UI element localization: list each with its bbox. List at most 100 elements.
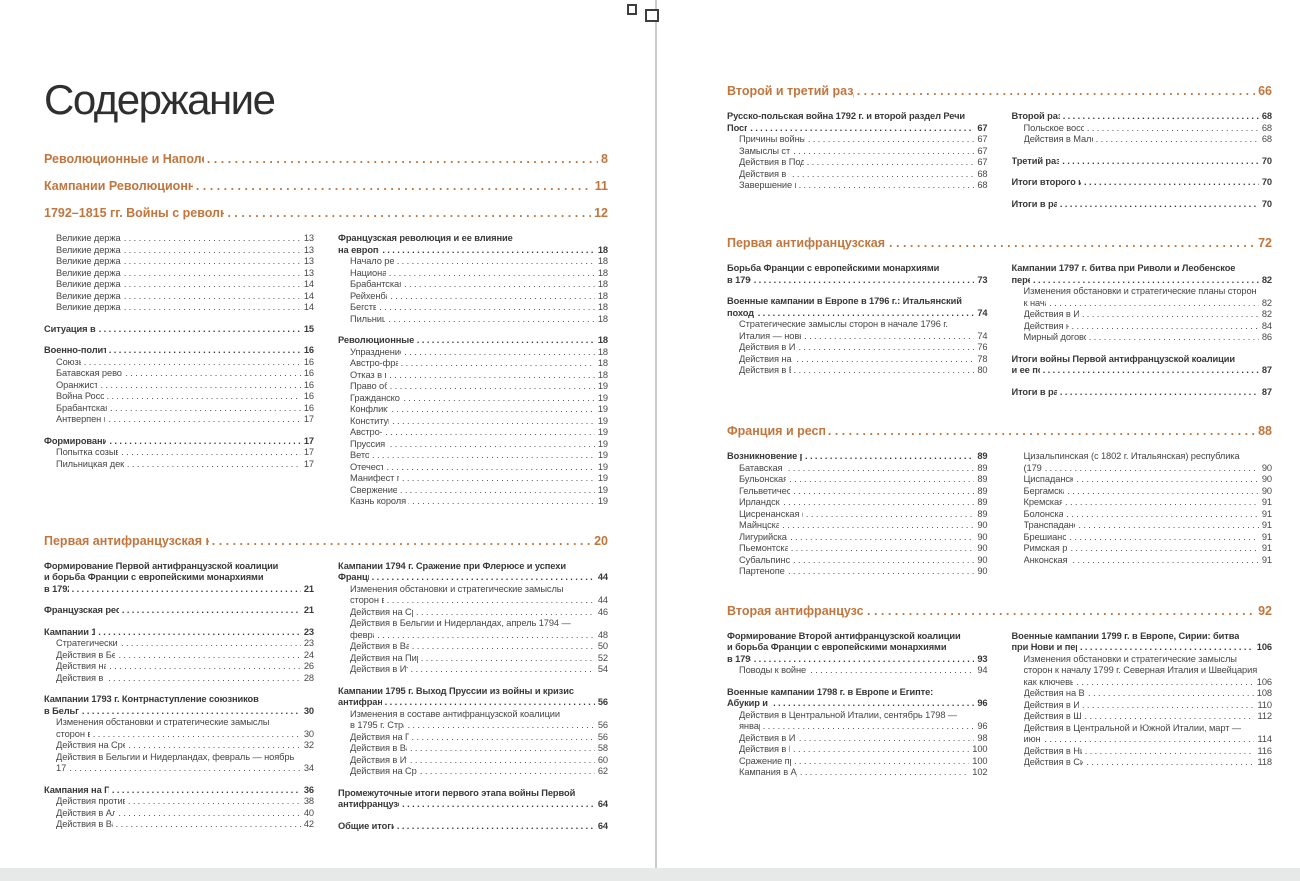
- toc-row: Римская республика (1798–1799) 91: [1024, 543, 1273, 555]
- dot-leader: [400, 393, 595, 405]
- toc-group-title: Французская революция и ее влияние на евр…: [338, 233, 608, 256]
- toc-row: Замыслы сторон и ход боевых действий 67: [739, 146, 988, 158]
- toc-group-title: Военные кампании 1798 г. в Европе и Егип…: [727, 687, 988, 710]
- toc-entry: Действия в Нидерландах, июль — ноябрь 17…: [1012, 746, 1273, 758]
- entry-text: в 1798–1802 гг.: [727, 653, 751, 664]
- entry-text: 1792–1815 гг. Войны с революционной и на…: [44, 206, 224, 220]
- toc-row: Действия на Верхнем Рейне, март — декабр…: [1024, 688, 1273, 700]
- toc-row: сторон в начале 1793 г. 30: [56, 729, 314, 741]
- page-number: 20: [594, 533, 608, 548]
- toc-group: Формирование антифранцузской коалиции 17 П…: [44, 436, 314, 471]
- dot-leader: [105, 673, 301, 685]
- entry-text: Цисренанская (Цисрейнская) республика (1…: [739, 508, 803, 519]
- toc-entry: Пильницкая декларация и австро-прусский …: [44, 459, 314, 471]
- toc-entry: Кампания в Адриатическом море в 1798–180…: [727, 767, 988, 779]
- toc-entry: Гельветическая республика (1798–1803) 89: [727, 486, 988, 498]
- page-number: 64: [597, 799, 608, 809]
- section-heading: Первая антифранцузская коалиция. Кампани…: [44, 534, 608, 549]
- toc-row: Майнцская республика (1793) 90: [739, 520, 988, 532]
- toc-columns: Великие державы, противостоящие друг дру…: [44, 233, 608, 508]
- entry-text: Болонская республика (1796): [1023, 508, 1064, 519]
- toc-entry: Действия в Бельгии и Нидерландах, феврал…: [44, 752, 314, 775]
- toc-group-title: Кампании 1793 г. Контрнаступление союзни…: [44, 694, 314, 717]
- page-number: 15: [303, 323, 314, 334]
- page-number: 14: [303, 279, 314, 289]
- toc-row: Действия в Египте, июль — август 1798 г.…: [739, 744, 988, 756]
- entry-text: Бергамская республика (1797): [1023, 485, 1065, 496]
- dot-leader: [121, 245, 301, 257]
- page-number: 19: [597, 415, 608, 426]
- dot-leader: [121, 233, 301, 245]
- toc-entry: Действия в Италии, январь — апрель 1797 …: [1012, 309, 1273, 321]
- toc-row: Формирование антифранцузской коалиции 17: [44, 436, 314, 448]
- dot-leader: [407, 755, 595, 767]
- dot-leader: [379, 245, 595, 257]
- page-number: 89: [977, 497, 988, 507]
- dot-leader: [399, 473, 595, 485]
- toc-row: Действия в Швейцарии, март — сентябрь 17…: [1024, 711, 1273, 723]
- entry-text: Действия на Рейне, июнь — октябрь 1796 г…: [739, 353, 793, 364]
- dot-leader: [790, 146, 974, 158]
- page-number: 89: [977, 462, 988, 473]
- entry-text: Действия в Италии, апрель — декабрь 1799…: [1023, 699, 1079, 710]
- page-number: 19: [597, 450, 608, 460]
- toc-row: Революционные события во Франции и реакц…: [338, 335, 608, 347]
- page-number: 67: [977, 145, 988, 156]
- entry-text: Брешианская республика (1797): [1023, 531, 1067, 542]
- toc-entry: Пруссия объявляет войну 19: [338, 439, 608, 451]
- toc-entry: Действия в Вандее, июнь — декабрь 1795 г…: [338, 743, 608, 755]
- toc-column: Русско-польская война 1792 г. и второй р…: [727, 111, 988, 210]
- page-number: 76: [977, 342, 988, 352]
- toc-group: Кампании 1794 г. Сражение при Флерюсе и …: [338, 561, 608, 676]
- page-number: 67: [977, 157, 988, 167]
- toc-row: Действия в Вандее, март — июль 1796 г. 80: [739, 365, 988, 377]
- toc-entry: Лигурийская республика (1797–1805) 90: [727, 532, 988, 544]
- toc-column: Второй раздел Речи Посполитой 68 Польское …: [1012, 111, 1273, 210]
- page-gutter-divider: [655, 0, 657, 868]
- entry-text: Абукир и борьба за Неаполь: [727, 698, 770, 708]
- page-number: 90: [977, 554, 988, 565]
- toc-group: Кампании 1797 г. битва при Риволи и Леоб…: [1012, 263, 1273, 344]
- toc-entry: Вето короля 19: [338, 450, 608, 462]
- entry-text: Действия против федералистов, июнь — дек…: [56, 796, 125, 806]
- dot-leader: [1042, 463, 1259, 475]
- toc-entry: Действия на Среднем Рейне, май — август …: [338, 607, 608, 619]
- toc-entry: Изменения обстановки и стратегические за…: [338, 584, 608, 607]
- toc-column: Великие державы, противостоящие друг дру…: [44, 233, 314, 508]
- dot-leader: [1064, 486, 1259, 498]
- toc-entry: Кремская республика (1797) 91: [1012, 497, 1273, 509]
- page-number: 44: [597, 572, 608, 582]
- toc-row: поход Бонапарта 74: [727, 308, 988, 320]
- toc-entry: Бергамская республика (1797) 90: [1012, 486, 1273, 498]
- entry-text: Пильницкая декларация и австро-прусский …: [56, 458, 124, 469]
- toc-row: Война России и Австрии с Турцией 16: [56, 391, 314, 403]
- right-page: Второй и третий разделы Речи Посполитой 6…: [657, 0, 1300, 881]
- entry-text: Борьба Франции с европейскими монархиями: [727, 263, 940, 273]
- toc-group-title: Борьба Франции с европейскими монархиями…: [727, 263, 988, 286]
- toc-row: Великие державы, противостоящие друг дру…: [56, 245, 314, 257]
- toc-row: Ирландская республика (1798) 89: [739, 497, 988, 509]
- section-heading: Франция и республики-сестры. 88: [727, 424, 1272, 439]
- page-number: 18: [597, 256, 608, 266]
- page-number: 70: [1261, 155, 1272, 166]
- entry-text: Бульонская республика (1794–1795): [739, 474, 787, 484]
- toc-row: Италия — новый ключевой театр военных де…: [739, 331, 988, 343]
- entry-text: Кампании 1795 г. Выход Пруссии из войны …: [338, 685, 574, 696]
- toc-entry: Бульонская республика (1794–1795) 89: [727, 474, 988, 486]
- toc-entry: Изменения обстановки и стратегические за…: [44, 717, 314, 740]
- dot-leader: [118, 638, 301, 650]
- toc-group-title: Третий раздел Речи Посполитой 70: [1012, 156, 1273, 168]
- toc-entry: Попытка созыва европейского конгресса в …: [44, 447, 314, 459]
- page-number: 19: [597, 473, 608, 483]
- toc-entry: Бегство в Варенн 18: [338, 302, 608, 314]
- toc-group: Великие державы, противостоящие друг дру…: [44, 233, 314, 314]
- toc-entry: Изменения в составе антифранцузской коал…: [338, 709, 608, 732]
- entry-text: Сражение при Абукире 1–3 августа 1798 г.: [739, 755, 791, 766]
- toc-row: Транспаданская республика (1796–1797) 91: [1024, 520, 1273, 532]
- toc-entry: Действия в Ирландии, май — сентябрь 1798…: [727, 733, 988, 745]
- page-number: 88: [1258, 424, 1272, 438]
- entry-text: в 1796–1797 гг.: [727, 274, 751, 285]
- toc-entry: Великие державы, противостоящие друг дру…: [44, 279, 314, 291]
- toc-row: Антверпен и судоходство по Шельде 17: [56, 414, 314, 426]
